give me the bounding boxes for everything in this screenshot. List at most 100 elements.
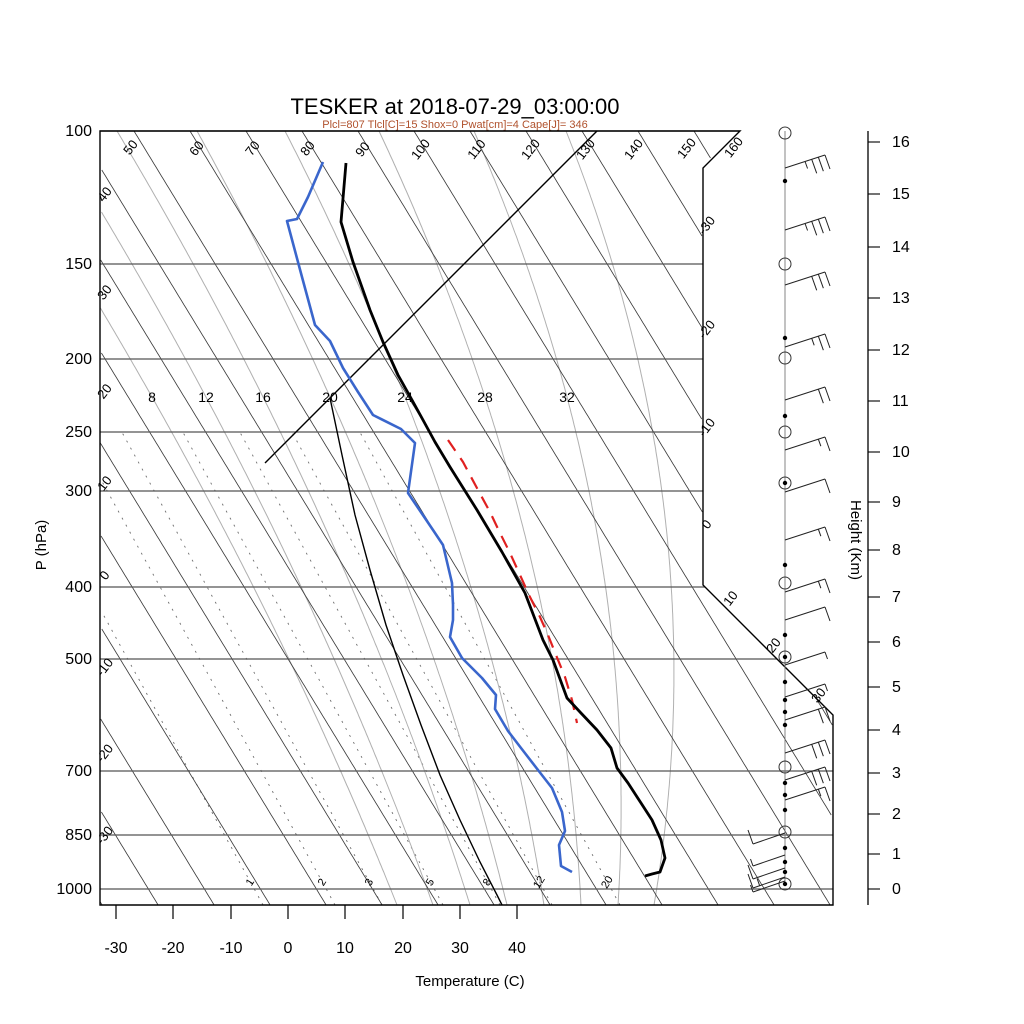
station-dot [782,792,788,798]
height-tick-label: 8 [892,542,901,559]
temperature-tick-label: -30 [104,940,127,957]
station-dot [782,881,788,887]
station-dot [782,413,788,419]
mixing-ratio-label: 3 [363,877,376,889]
wind-barb [784,739,831,759]
mixing-ratio-lines [100,430,621,906]
moist-adiabat-label: 12 [198,389,214,405]
station-dot [782,178,788,184]
wind-barb [784,526,831,542]
wind-barb [750,854,786,867]
station-dot [782,480,788,486]
theta-label-left: -30 [93,823,116,847]
height-tick-label: 15 [892,186,910,203]
station-dot [782,679,788,685]
mixing-ratio-label: 8 [481,877,494,889]
temperature-curve [339,162,667,878]
theta-label-top: 50 [120,137,141,158]
pressure-tick-label: 200 [65,351,92,368]
wind-barb [784,333,831,351]
theta-label-top: 140 [621,136,646,162]
station-circle [778,576,792,590]
moist-adiabat-label: 32 [559,389,575,405]
station-dot [782,722,788,728]
theta-label-top: 60 [186,138,207,159]
parcel-upper-diagonal-line [264,130,598,464]
height-tick-label: 14 [892,239,910,256]
theta-label-left: 20 [94,381,115,402]
theta-label-top: 160 [721,134,746,160]
wind-barb [750,880,786,893]
moist-adiabat-lines [99,130,675,906]
pressure-tick-label: 700 [65,763,92,780]
height-tick-label: 12 [892,342,910,359]
plot-border [99,130,834,906]
height-tick-label: 16 [892,134,910,151]
station-circle [778,126,792,140]
wind-barb [784,386,831,404]
wind-barb [784,766,831,786]
moist-ascent-dashed-curve [447,439,579,724]
height-tick-label: 0 [892,881,901,898]
theta-label-left: -20 [93,741,116,765]
wind-barb [784,271,831,291]
wind-barb [784,606,831,622]
temperature-tick-label: -10 [219,940,242,957]
mixing-ratio-label: 2 [316,877,329,889]
temperature-axis: -30 -20 -10 0 10 20 30 40 Temperature (C) [104,905,526,990]
isotherm-label-right: -10 [695,415,718,439]
isotherm-label-right: 0 [698,517,714,532]
station-circle [778,425,792,439]
station-dot [782,654,788,660]
moist-adiabat-label: 28 [477,389,493,405]
chart-title: TESKER at 2018-07-29_03:00:00 [290,94,620,119]
height-tick-label: 1 [892,846,901,863]
theta-label-top: 80 [297,138,318,159]
station-circle [778,650,792,664]
height-tick-label: 4 [892,722,901,739]
height-tick-label: 6 [892,634,901,651]
station-circle [778,877,792,891]
pressure-tick-label: 250 [65,424,92,441]
height-tick-label: 13 [892,290,910,307]
pressure-lines [100,130,833,890]
chart-subtitle: Plcl=807 Tlcl[C]=15 Shox=0 Pwat[cm]=4 Ca… [322,119,588,131]
wind-barb [784,154,831,174]
height-tick-label: 11 [892,393,909,410]
isotherm-label-right: -20 [695,317,718,341]
height-tick-label: 7 [892,589,901,606]
station-circle [778,760,792,774]
station-dot [782,709,788,715]
temperature-tick-label: 40 [508,940,526,957]
theta-label-top: 100 [408,136,433,162]
moist-adiabat-label: 24 [397,389,413,405]
temperature-tick-label: 0 [284,940,293,957]
wind-barb [784,478,831,494]
station-dot [782,697,788,703]
station-dot [782,780,788,786]
pressure-tick-label: 150 [65,256,92,273]
wind-barb [784,706,831,724]
wind-barb [784,683,828,698]
theta-label-top: 90 [352,139,373,160]
parcel-curve [329,397,503,906]
mixing-ratio-label: 5 [424,877,437,889]
wind-barb [747,864,786,880]
station-dot [782,859,788,865]
station-circle [778,825,792,839]
station-dot [782,845,788,851]
temperature-tick-label: -20 [161,940,184,957]
moist-adiabat-label: 20 [322,389,338,405]
grid-labels: 50 60 70 80 90 100 110 120 130 140 150 160403020100… [93,134,829,891]
wind-barb [784,216,831,236]
wind-barb [747,829,786,845]
theta-label-top: 70 [242,138,263,159]
station-dot [782,562,788,568]
pressure-tick-label: 1000 [56,881,92,898]
station-dot [782,335,788,341]
mixing-ratio-label: 20 [599,874,616,891]
wind-barb [784,651,828,666]
